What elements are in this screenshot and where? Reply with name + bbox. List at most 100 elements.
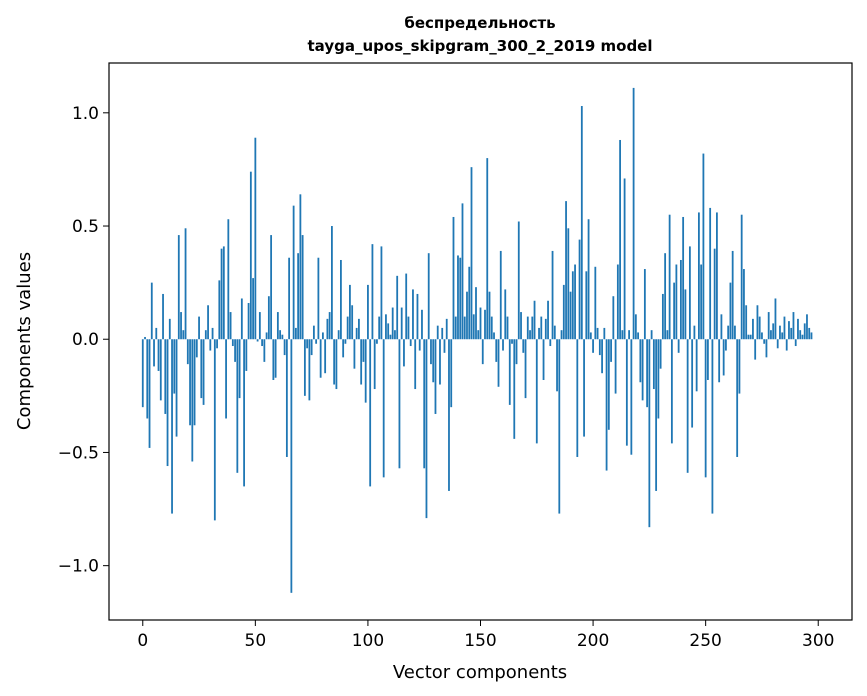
chart-subtitle: tayga_upos_skipgram_300_2_2019 model bbox=[308, 37, 653, 55]
bar-94 bbox=[353, 339, 356, 369]
bar-216 bbox=[628, 330, 631, 340]
bar-234 bbox=[668, 214, 671, 340]
x-tick-label: 250 bbox=[689, 631, 721, 651]
bar-31 bbox=[211, 327, 214, 340]
y-tick-label: 1.0 bbox=[72, 104, 99, 124]
bar-24 bbox=[195, 339, 198, 358]
bar-202 bbox=[596, 327, 599, 340]
x-tick-label: 0 bbox=[137, 631, 148, 651]
bar-69 bbox=[297, 253, 300, 340]
bar-246 bbox=[695, 339, 698, 392]
bar-129 bbox=[432, 339, 435, 383]
bar-272 bbox=[754, 339, 757, 360]
bar-74 bbox=[308, 339, 311, 401]
bar-267 bbox=[743, 269, 745, 340]
bar-223 bbox=[643, 269, 646, 340]
bar-184 bbox=[556, 339, 558, 392]
bar-207 bbox=[607, 339, 610, 430]
bar-243 bbox=[688, 246, 691, 340]
bar-266 bbox=[740, 214, 743, 340]
bar-252 bbox=[709, 207, 712, 340]
bar-45 bbox=[243, 339, 245, 487]
bar-235 bbox=[670, 339, 673, 444]
bar-159 bbox=[499, 250, 502, 340]
bar-280 bbox=[772, 323, 775, 340]
bar-43 bbox=[238, 339, 241, 399]
bar-225 bbox=[648, 339, 651, 528]
bar-257 bbox=[720, 314, 723, 340]
bar-4 bbox=[150, 282, 153, 340]
bar-194 bbox=[578, 239, 581, 340]
bar-51 bbox=[256, 339, 259, 342]
bar-189 bbox=[567, 228, 570, 340]
bar-17 bbox=[180, 312, 182, 340]
bar-40 bbox=[231, 339, 234, 347]
bar-161 bbox=[504, 289, 507, 340]
bar-127 bbox=[427, 253, 430, 340]
bar-206 bbox=[605, 339, 608, 471]
bar-2 bbox=[146, 339, 149, 419]
bar-177 bbox=[540, 316, 543, 340]
bar-148 bbox=[475, 287, 477, 340]
bar-150 bbox=[479, 307, 482, 340]
bar-44 bbox=[240, 298, 243, 340]
bar-224 bbox=[646, 339, 649, 408]
bar-220 bbox=[637, 332, 640, 340]
bar-172 bbox=[529, 330, 531, 340]
bar-93 bbox=[351, 305, 354, 340]
bar-131 bbox=[436, 325, 439, 340]
bar-56 bbox=[267, 296, 270, 340]
bar-263 bbox=[734, 325, 736, 340]
bar-233 bbox=[666, 330, 669, 340]
bar-59 bbox=[274, 339, 277, 378]
bar-219 bbox=[634, 314, 637, 340]
bar-133 bbox=[441, 327, 444, 340]
bar-37 bbox=[225, 339, 227, 419]
bar-18 bbox=[182, 330, 185, 340]
bar-142 bbox=[461, 203, 464, 340]
bar-193 bbox=[576, 339, 579, 457]
bar-106 bbox=[380, 246, 383, 340]
bar-191 bbox=[571, 271, 574, 340]
plot-frame bbox=[108, 62, 853, 621]
bar-201 bbox=[594, 266, 597, 340]
x-tick-label: 300 bbox=[802, 631, 834, 651]
bar-21 bbox=[189, 339, 191, 426]
bar-199 bbox=[589, 332, 592, 340]
bar-164 bbox=[511, 339, 513, 344]
bar-39 bbox=[229, 312, 232, 340]
bar-66 bbox=[290, 339, 293, 593]
bar-119 bbox=[409, 339, 412, 347]
bar-169 bbox=[522, 339, 525, 353]
bar-294 bbox=[803, 323, 806, 340]
bar-146 bbox=[470, 167, 473, 340]
bar-275 bbox=[761, 332, 763, 340]
bar-46 bbox=[245, 339, 248, 371]
bar-147 bbox=[472, 314, 475, 340]
bar-173 bbox=[531, 316, 534, 340]
bar-145 bbox=[468, 266, 471, 340]
bar-295 bbox=[806, 314, 808, 340]
bar-281 bbox=[774, 298, 777, 340]
bar-141 bbox=[459, 257, 462, 340]
bar-85 bbox=[333, 339, 336, 385]
bar-171 bbox=[526, 316, 529, 340]
bar-284 bbox=[781, 332, 784, 340]
bar-154 bbox=[488, 291, 491, 340]
bar-65 bbox=[288, 257, 291, 340]
bar-211 bbox=[616, 264, 619, 340]
bar-20 bbox=[186, 339, 189, 365]
bar-292 bbox=[799, 330, 802, 340]
bar-212 bbox=[619, 139, 621, 340]
bar-175 bbox=[535, 339, 538, 444]
bar-136 bbox=[448, 339, 450, 491]
bar-213 bbox=[621, 330, 624, 340]
y-tick-label: −0.5 bbox=[58, 443, 99, 463]
bar-47 bbox=[247, 303, 250, 340]
bar-98 bbox=[362, 339, 365, 362]
bar-42 bbox=[236, 339, 239, 473]
bar-71 bbox=[301, 235, 304, 340]
bar-80 bbox=[321, 332, 324, 340]
bar-209 bbox=[612, 296, 615, 340]
